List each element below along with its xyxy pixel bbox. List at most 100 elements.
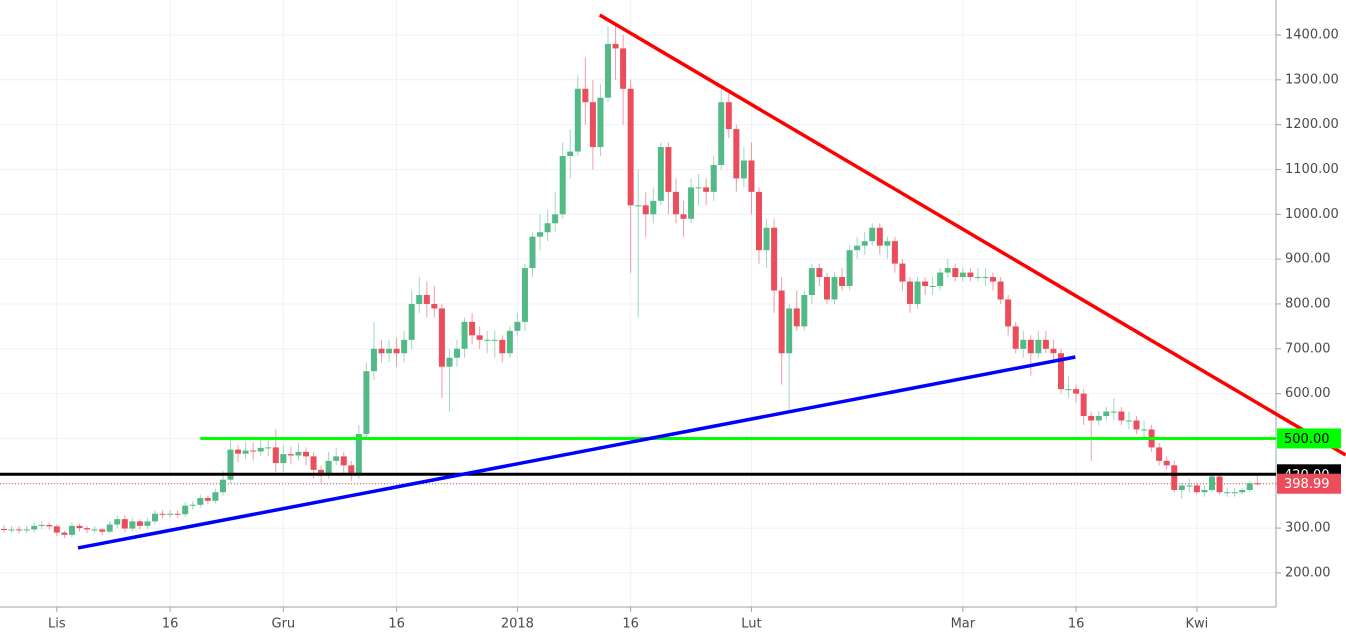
candle-body bbox=[891, 241, 898, 264]
candle-body bbox=[612, 43, 619, 49]
candle-body bbox=[257, 447, 264, 452]
candle-body bbox=[318, 469, 325, 475]
x-tick-label: 16 bbox=[162, 617, 179, 632]
candle-body bbox=[688, 187, 695, 219]
candle-body bbox=[446, 357, 453, 367]
candle-body bbox=[559, 156, 566, 215]
candle-body bbox=[61, 532, 68, 535]
candle-body bbox=[461, 321, 468, 349]
candle-body bbox=[589, 102, 596, 148]
candle-body bbox=[491, 339, 498, 341]
candle-body bbox=[990, 277, 997, 282]
candle-body bbox=[974, 277, 981, 279]
candle-body bbox=[529, 236, 536, 269]
candle-body bbox=[786, 308, 793, 354]
candle-body bbox=[38, 524, 45, 526]
candle-body bbox=[680, 214, 687, 219]
candle-body bbox=[1186, 485, 1193, 487]
candle-body bbox=[53, 526, 60, 533]
candle-body bbox=[997, 281, 1004, 300]
candle-body bbox=[1133, 420, 1140, 430]
candle-body bbox=[1201, 489, 1208, 493]
candle-body bbox=[620, 48, 627, 89]
candle-body bbox=[808, 268, 815, 295]
candle-body bbox=[937, 272, 944, 287]
candle-body bbox=[1005, 299, 1012, 327]
candle-body bbox=[393, 348, 400, 354]
candle-body bbox=[982, 277, 989, 279]
candle-body bbox=[793, 308, 800, 327]
candle-body bbox=[106, 524, 113, 532]
candle-body bbox=[907, 281, 913, 304]
candle-body bbox=[1216, 476, 1223, 493]
candle-body bbox=[235, 449, 242, 454]
candle-body bbox=[408, 303, 415, 340]
candle-body bbox=[1095, 416, 1102, 421]
last-price-label: 398.99 bbox=[1284, 477, 1330, 492]
candle-body bbox=[756, 191, 762, 251]
candle-body bbox=[68, 525, 75, 535]
candle-body bbox=[1088, 416, 1095, 421]
candle-body bbox=[801, 294, 808, 327]
candle-body bbox=[816, 268, 823, 278]
candle-body bbox=[1012, 326, 1019, 349]
candle-body bbox=[340, 456, 347, 466]
candle-body bbox=[1125, 420, 1132, 422]
candle-body bbox=[144, 521, 151, 526]
candle-body bbox=[250, 450, 257, 452]
candle-body bbox=[31, 525, 38, 530]
candle-body bbox=[650, 200, 657, 215]
candle-body bbox=[1224, 492, 1231, 494]
candle-body bbox=[710, 164, 717, 192]
candle-body bbox=[454, 348, 460, 358]
candle-body bbox=[627, 88, 634, 206]
candle-body bbox=[1193, 485, 1200, 493]
candle-body bbox=[922, 281, 929, 287]
candle-body bbox=[303, 451, 309, 457]
candle-body bbox=[748, 160, 755, 192]
candle-body bbox=[861, 241, 868, 246]
candle-body bbox=[1254, 483, 1261, 485]
candle-body bbox=[333, 456, 340, 461]
candle-body bbox=[1246, 483, 1253, 490]
candle-body bbox=[740, 160, 747, 179]
candle-body bbox=[823, 277, 830, 300]
candle-body bbox=[854, 245, 861, 251]
y-tick-label: 600.00 bbox=[1285, 386, 1331, 401]
candle-body bbox=[635, 205, 642, 207]
x-tick-label: 16 bbox=[1068, 617, 1085, 632]
candle-body bbox=[378, 348, 385, 354]
candle-body bbox=[574, 88, 581, 152]
candle-body bbox=[212, 492, 219, 501]
candle-body bbox=[725, 102, 732, 130]
candle-body bbox=[597, 97, 604, 148]
candle-body bbox=[642, 205, 649, 215]
candle-body bbox=[582, 88, 589, 103]
candle-body bbox=[197, 498, 204, 505]
candle-body bbox=[182, 505, 189, 515]
candle-body bbox=[325, 460, 332, 475]
x-tick-label: 2018 bbox=[501, 617, 534, 632]
candle-body bbox=[280, 454, 287, 464]
last-price-label-box bbox=[1277, 473, 1341, 494]
candle-body bbox=[703, 187, 710, 192]
candle-body bbox=[869, 227, 876, 242]
candle-body bbox=[695, 187, 702, 189]
y-tick-label: 300.00 bbox=[1285, 521, 1331, 536]
candle-body bbox=[1209, 476, 1215, 490]
candle-body bbox=[129, 521, 136, 529]
candle-body bbox=[401, 339, 408, 354]
candle-body bbox=[884, 241, 891, 246]
candle-body bbox=[204, 498, 211, 501]
candle-body bbox=[1020, 339, 1027, 349]
candle-body bbox=[514, 321, 521, 331]
candle-body bbox=[1073, 389, 1080, 394]
candle-body bbox=[121, 519, 128, 529]
candle-body bbox=[1156, 447, 1163, 461]
candle-body bbox=[1080, 393, 1087, 417]
candle-body bbox=[846, 250, 853, 287]
y-tick-label: 1100.00 bbox=[1285, 162, 1339, 177]
level-label-box bbox=[1277, 428, 1341, 449]
candle-body bbox=[242, 450, 249, 454]
